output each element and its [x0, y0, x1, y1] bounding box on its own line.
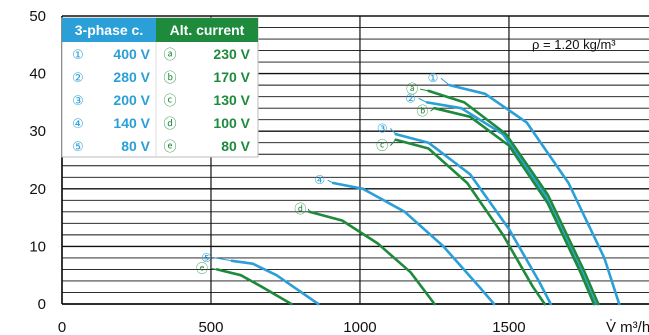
curve-label: ④: [314, 173, 325, 187]
legend-voltage: 80 V: [121, 138, 150, 154]
legend-marker: ⓒ: [163, 94, 176, 109]
legend-marker: ⓔ: [163, 140, 176, 155]
legend-voltage: 230 V: [213, 46, 250, 62]
curve-line: [394, 138, 546, 306]
legend-marker: ⓓ: [163, 117, 176, 132]
curve-labels: ①② ③ ④ ⑤ ⓐ ⓑ ⓒ ⓓ ⓔ: [196, 71, 450, 275]
legend-voltage: 140 V: [113, 115, 150, 131]
legend-marker: ①: [72, 48, 84, 63]
curve-label-leader: [440, 77, 450, 86]
legend-voltage: 280 V: [113, 69, 150, 85]
density-note: ρ = 1.20 kg/m³: [532, 37, 616, 52]
y-tick-label: 30: [29, 123, 46, 140]
legend-voltage: 200 V: [113, 92, 150, 108]
curve-line: [425, 101, 597, 306]
curve-label-leader: [209, 267, 218, 270]
legend-header-label: Alt. current: [170, 22, 245, 38]
curve-line: [427, 89, 600, 306]
curve-line: [331, 181, 496, 306]
curve-label-leader: [418, 97, 428, 103]
y-tick-label: 10: [29, 238, 46, 255]
x-tick-label: 1000: [343, 319, 376, 335]
curve-label-leader: [327, 179, 334, 184]
legend-marker: ⓐ: [163, 48, 176, 63]
curve-label: ⓓ: [294, 202, 306, 216]
y-tick-label: 20: [29, 181, 46, 198]
curve-label: ②: [405, 91, 416, 105]
x-axis-unit: V̇ m³/h: [606, 319, 649, 335]
grid: [61, 15, 649, 305]
curve-label: ⓔ: [196, 261, 208, 275]
legend-header-alt: [156, 18, 258, 42]
x-tick-label: 0: [58, 319, 66, 335]
curve-label-leader: [420, 88, 429, 92]
legend-voltage: 80 V: [221, 138, 250, 154]
legend-table: 3-phase c. Alt. current ① 400 V ⓐ 230 V ② 280 V…: [61, 17, 259, 158]
curve-label: ⓒ: [376, 139, 388, 153]
legend-marker: ⓑ: [163, 71, 176, 86]
legend-marker: ②: [72, 71, 84, 86]
legend-marker: ⑤: [72, 140, 84, 155]
curve-line: [433, 106, 596, 306]
curve-label-leader: [430, 107, 435, 112]
legend-voltage: 100 V: [213, 115, 250, 131]
legend-header-3phase: [62, 18, 156, 42]
curve-label: ①: [428, 71, 439, 85]
curve-label: ③: [377, 121, 388, 135]
curve-line: [448, 83, 621, 306]
curve-label-leader: [389, 127, 397, 135]
y-tick-label: 40: [29, 66, 46, 83]
curve-label: ⑤: [201, 251, 212, 265]
curve-line: [394, 132, 552, 306]
curve-label-leader: [389, 139, 397, 146]
y-tick-label: 50: [29, 8, 46, 25]
curve-label: ⓑ: [417, 104, 429, 118]
y-tick-label: 0: [38, 296, 46, 313]
curve-line: [230, 259, 320, 306]
curve-label-leader: [214, 257, 232, 262]
legend-marker: ③: [72, 94, 84, 109]
curve-label-leader: [307, 208, 310, 212]
legend-voltage: 400 V: [113, 46, 150, 62]
curve-line: [215, 268, 293, 306]
performance-curves: [215, 83, 621, 306]
legend-voltage: 130 V: [213, 92, 250, 108]
x-tick-label: 500: [198, 319, 223, 335]
legend-header-label: 3-phase c.: [75, 22, 143, 38]
curve-line: [308, 210, 436, 306]
x-tick-label: 1500: [492, 319, 525, 335]
curve-label: ⓐ: [406, 82, 418, 96]
legend-voltage: 170 V: [213, 69, 250, 85]
legend-marker: ④: [72, 117, 84, 132]
